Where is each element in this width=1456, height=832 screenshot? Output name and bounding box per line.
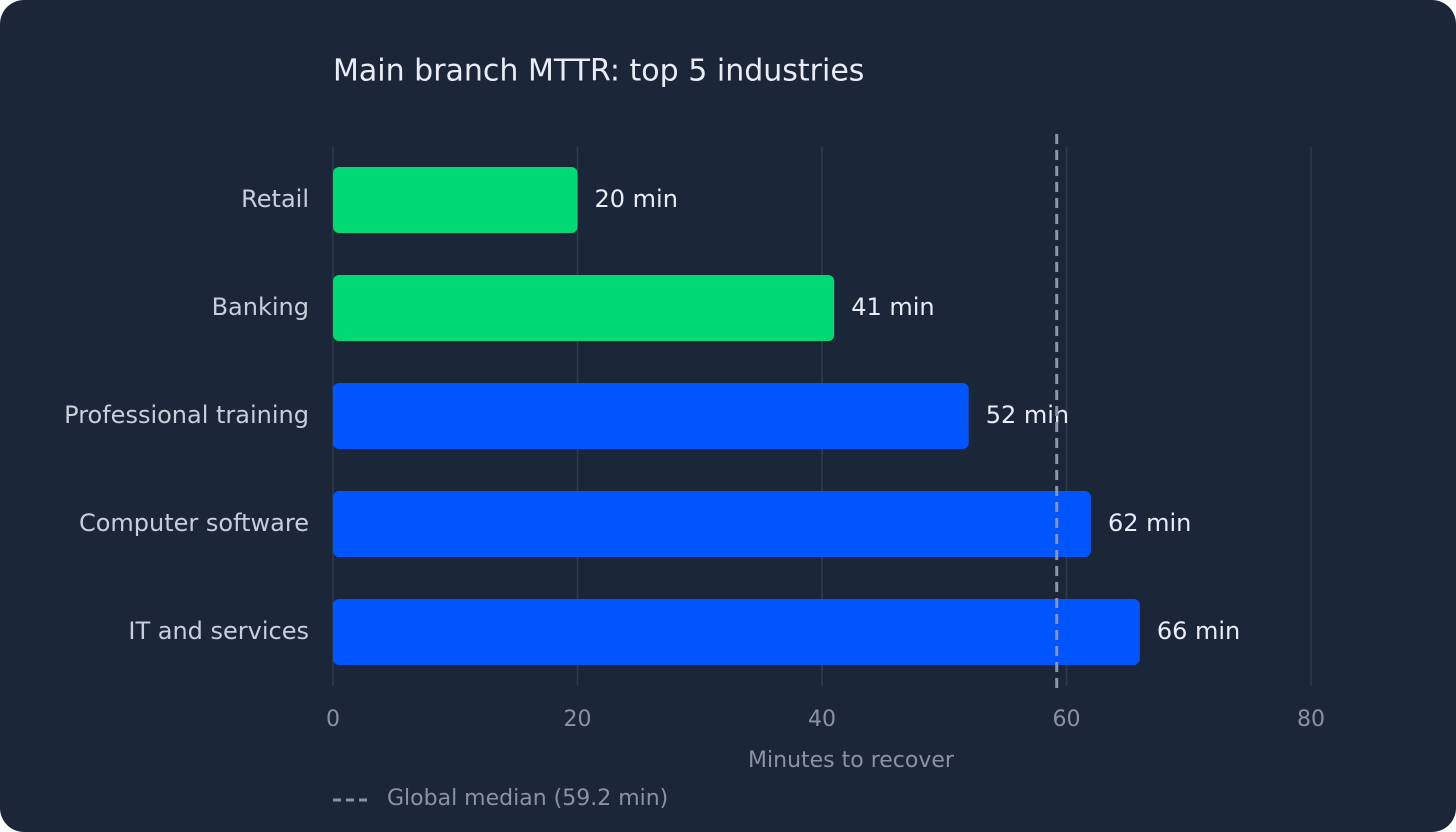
- legend-label: Global median (59.2 min): [387, 786, 668, 811]
- bar: [333, 491, 1091, 557]
- y-tick-label: Retail: [241, 185, 309, 213]
- x-tick-label: 0: [326, 707, 340, 732]
- chart-title: Main branch MTTR: top 5 industries: [333, 54, 864, 89]
- value-label: 41 min: [851, 293, 934, 321]
- y-tick-label: Banking: [212, 293, 309, 321]
- x-tick-label: 80: [1297, 707, 1325, 732]
- bar: [333, 599, 1140, 665]
- x-tick-label: 60: [1053, 707, 1081, 732]
- value-label: 20 min: [595, 185, 678, 213]
- value-label: 62 min: [1108, 509, 1191, 537]
- x-tick-label: 40: [808, 707, 836, 732]
- y-tick-label: Professional training: [64, 401, 309, 429]
- bar: [333, 275, 835, 341]
- x-axis-label: Minutes to recover: [748, 748, 955, 773]
- y-tick-label: IT and services: [128, 617, 309, 645]
- x-tick-label: 20: [564, 707, 592, 732]
- bar: [333, 167, 578, 233]
- y-tick-label: Computer software: [79, 509, 309, 537]
- bar: [333, 383, 969, 449]
- value-label: 66 min: [1157, 617, 1240, 645]
